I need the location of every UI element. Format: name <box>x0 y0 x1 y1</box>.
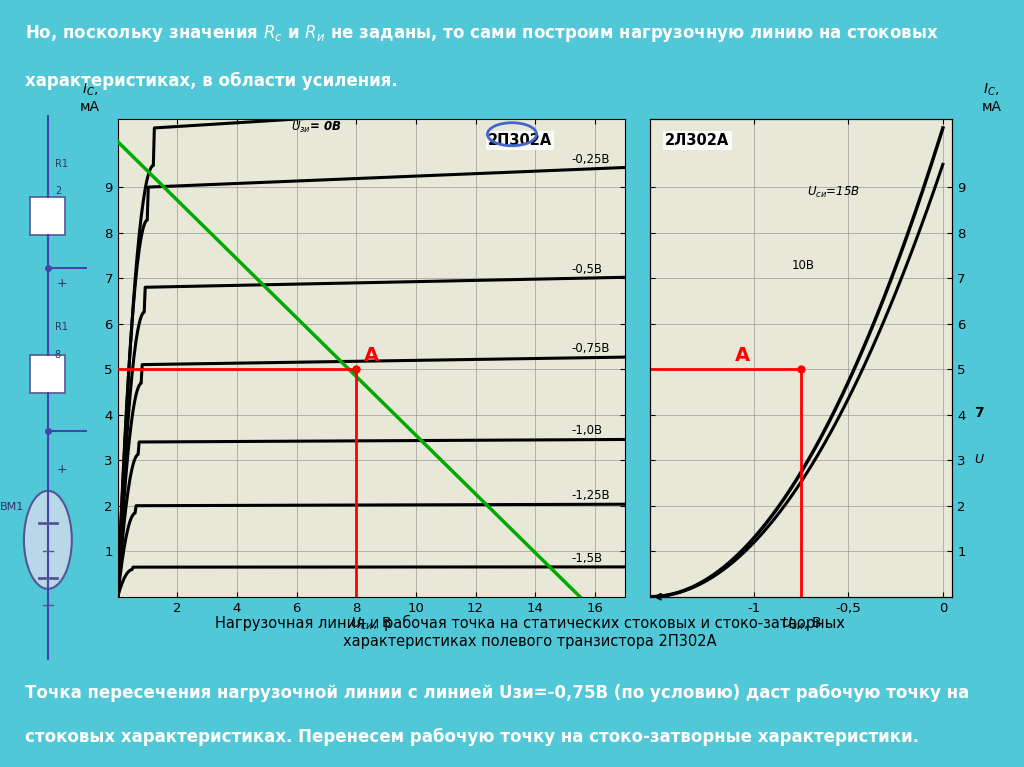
Text: U: U <box>975 453 983 466</box>
Bar <box>31 197 66 235</box>
Text: +: + <box>56 463 68 476</box>
Bar <box>31 354 66 393</box>
Ellipse shape <box>24 491 72 589</box>
Text: -0,75В: -0,75В <box>571 342 609 355</box>
Text: А: А <box>364 346 379 365</box>
Text: А: А <box>735 346 751 365</box>
Text: $I_C$,
мА: $I_C$, мА <box>982 81 1001 114</box>
X-axis label: $U_{зи}$, В: $U_{зи}$, В <box>780 616 822 632</box>
Text: ВМ1: ВМ1 <box>0 502 25 512</box>
Text: характеристиках, в области усиления.: характеристиках, в области усиления. <box>26 72 398 91</box>
Text: -0,5В: -0,5В <box>571 262 602 275</box>
Text: -1,5В: -1,5В <box>571 551 602 565</box>
Text: 7: 7 <box>975 407 984 420</box>
Text: +: + <box>56 278 68 291</box>
Text: 8: 8 <box>55 350 61 360</box>
Text: $I_C$,
мА: $I_C$, мА <box>80 81 100 114</box>
Text: $U_{си}$=15В: $U_{си}$=15В <box>807 186 860 200</box>
Text: -0,25В: -0,25В <box>571 153 609 166</box>
Text: -1,25В: -1,25В <box>571 489 609 502</box>
Text: R1: R1 <box>55 322 68 332</box>
Text: Нагрузочная линия и рабочая точка на статических стоковых и стоко-затворных
хара: Нагрузочная линия и рабочая точка на ста… <box>215 615 845 649</box>
Text: $U_{зи}$= 0В: $U_{зи}$= 0В <box>291 120 342 135</box>
Text: 2: 2 <box>55 186 61 196</box>
Text: -1,0В: -1,0В <box>571 424 602 437</box>
Text: 2Л302А: 2Л302А <box>666 133 729 148</box>
Text: Точка пересечения нагрузочной линии с линией Uзи=-0,75В (по условию) даст рабочу: Точка пересечения нагрузочной линии с ли… <box>26 684 970 702</box>
Text: 10В: 10В <box>792 259 815 272</box>
Text: стоковых характеристиках. Перенесем рабочую точку на стоко-затворные характерист: стоковых характеристиках. Перенесем рабо… <box>26 728 920 746</box>
Text: Но, поскольку значения $R_c$ и $R_и$ не заданы, то сами построим нагрузочную лин: Но, поскольку значения $R_c$ и $R_и$ не … <box>26 24 939 44</box>
Text: R1: R1 <box>55 159 68 169</box>
Text: 2П302А: 2П302А <box>487 133 552 148</box>
X-axis label: $U_{си}$, В: $U_{си}$, В <box>350 616 392 632</box>
